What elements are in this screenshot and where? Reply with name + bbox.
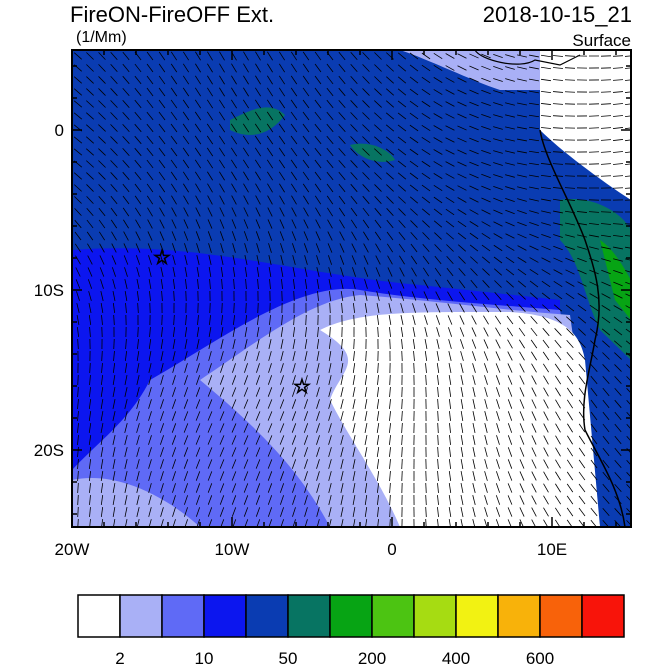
colorbar-label: 2 xyxy=(115,649,124,667)
lon-label: 0 xyxy=(387,540,396,559)
map-field: ☆ ☆ xyxy=(72,50,635,529)
lat-label: 20S xyxy=(34,441,64,460)
lon-label: 10W xyxy=(215,540,250,559)
colorbar-box xyxy=(120,595,162,637)
colorbar-label: 400 xyxy=(442,649,470,667)
time: 2018-10-15_21 xyxy=(483,2,632,27)
title: FireON-FireOFF Ext. xyxy=(70,2,274,27)
colorbar-box xyxy=(372,595,414,637)
lat-label: 10S xyxy=(34,281,64,300)
lon-label: 20W xyxy=(55,540,90,559)
lon-label: 10E xyxy=(537,540,567,559)
colorbar-box xyxy=(204,595,246,637)
colorbar-box xyxy=(330,595,372,637)
lat-label: 0 xyxy=(55,121,64,140)
colorbar-box xyxy=(78,595,120,637)
colorbar-box xyxy=(246,595,288,637)
colorbar-box xyxy=(540,595,582,637)
colorbar-box xyxy=(498,595,540,637)
colorbar-box xyxy=(288,595,330,637)
colorbar-box xyxy=(582,595,624,637)
level: Surface xyxy=(572,31,631,50)
colorbar-label: 10 xyxy=(195,649,214,667)
colorbar-box xyxy=(414,595,456,637)
colorbar-label: 200 xyxy=(358,649,386,667)
units: (1/Mm) xyxy=(76,29,127,46)
colorbar-box xyxy=(162,595,204,637)
svg-text:☆: ☆ xyxy=(153,247,171,269)
colorbar-label: 600 xyxy=(526,649,554,667)
colorbar-label: 50 xyxy=(279,649,298,667)
colorbar-box xyxy=(456,595,498,637)
svg-text:☆: ☆ xyxy=(293,376,311,398)
